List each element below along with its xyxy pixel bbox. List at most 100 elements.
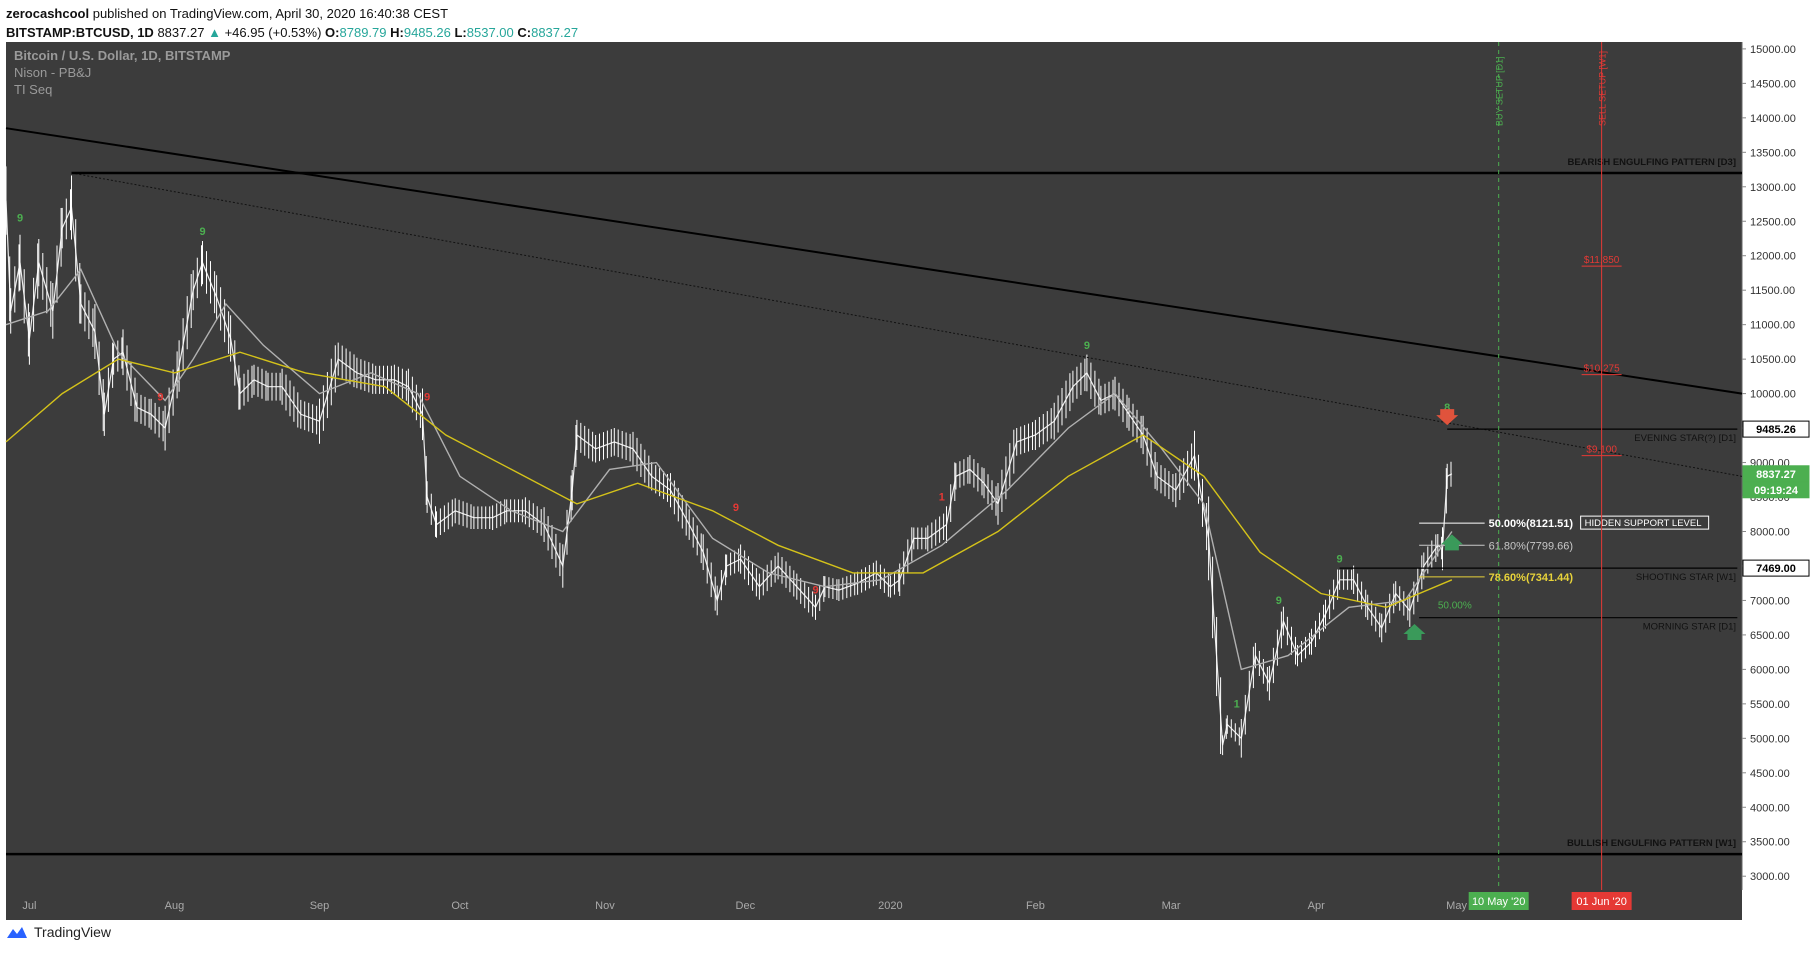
legend-indicator-1[interactable]: Nison - PB&J: [14, 65, 91, 80]
close-label: C:: [517, 25, 532, 40]
dotted-trendline: [71, 172, 1743, 477]
pattern-levels: BEARISH ENGULFING PATTERN [D3] BULLISH EN…: [6, 157, 1742, 856]
price-tick-label: 12000.00: [1750, 251, 1796, 263]
price-tick-label: 7000.00: [1750, 595, 1790, 607]
footer: TradingView: [6, 924, 111, 940]
slow-moving-average-line: [5, 351, 1453, 609]
setup-date-tag-label: 01 Jun '20: [1576, 896, 1626, 908]
time-tick-label: Oct: [451, 900, 468, 912]
fib-small-label: 50.00%: [1438, 601, 1472, 612]
price-chart[interactable]: 3000.00 3500.00 4000.00 4500.00 5000.00 5500.…: [0, 42, 1812, 920]
symbol-label[interactable]: BITSTAMP:BTCUSD, 1D: [6, 25, 154, 40]
open-value: 8789.79: [339, 25, 387, 40]
price-tick-label: 13500.00: [1750, 147, 1796, 159]
price-tick-label: 6500.00: [1750, 630, 1790, 642]
author-name[interactable]: zerocashcool: [6, 6, 90, 21]
fib-level-label: 78.60%(7341.44): [1489, 572, 1574, 584]
sequential-count-label: 9: [733, 502, 739, 514]
legend-indicator-2[interactable]: TI Seq: [14, 82, 52, 97]
sequential-count-label: 9: [1337, 554, 1343, 566]
tradingview-logo-icon[interactable]: [6, 925, 28, 939]
price-tick-label: 5000.00: [1750, 733, 1790, 745]
ohlc-line: BITSTAMP:BTCUSD, 1D 8837.27 ▲ +46.95 (+0…: [6, 23, 1806, 42]
time-tick-label: Dec: [736, 900, 756, 912]
chart-header: zerocashcool published on TradingView.co…: [6, 4, 1806, 42]
pattern-level-label: BULLISH ENGULFING PATTERN [W1]: [1567, 838, 1736, 849]
fib-level-label: 50.00%(8121.51): [1489, 518, 1574, 530]
pattern-level-label: SHOOTING STAR [W1]: [1636, 572, 1736, 583]
time-tick-label: Nov: [595, 900, 615, 912]
fib-level-label: 61.80%(7799.66): [1489, 540, 1573, 552]
time-axis-background[interactable]: [6, 890, 1742, 920]
price-tick-label: 10000.00: [1750, 389, 1796, 401]
fast-moving-average-line: [5, 268, 1453, 671]
setup-date-tag: [1571, 892, 1632, 910]
price-tick-label: 4500.00: [1750, 768, 1790, 780]
sequential-count-label: 8: [1444, 402, 1450, 414]
price-tick-label: 13000.00: [1750, 182, 1796, 194]
close-value: 8837.27: [531, 25, 579, 40]
legend-title[interactable]: Bitcoin / U.S. Dollar, 1D, BITSTAMP: [14, 48, 231, 63]
time-tick-label: May: [1446, 900, 1467, 912]
price-tick-label: 8000.00: [1750, 526, 1790, 538]
price-series: [5, 166, 1453, 758]
price-tick-label: 14500.00: [1750, 78, 1796, 90]
price-tick-label: 12500.00: [1750, 216, 1796, 228]
time-tick-label: Jul: [22, 900, 36, 912]
time-tick-label: Sep: [310, 900, 330, 912]
buy-arrow-icon: [1403, 624, 1426, 641]
setup-date-tag: [1468, 892, 1529, 910]
publish-line: zerocashcool published on TradingView.co…: [6, 4, 1806, 23]
buy-arrow-icon: [1440, 534, 1463, 551]
price-tags: 9485.26 8837.27 09:19:24 7469.00: [1742, 420, 1810, 577]
sell-target-label: $9,100: [1586, 445, 1617, 456]
price-tick-label: 5500.00: [1750, 699, 1790, 711]
open-label: O:: [325, 25, 340, 40]
low-value: 8537.00: [466, 25, 514, 40]
price-tag-label: 09:19:24: [1754, 485, 1799, 497]
hidden-support-box: [1580, 515, 1710, 530]
setup-lines: BUY SETUP [D1] 10 May '20 SELL SETUP [W1] 0…: [1468, 42, 1632, 910]
time-tick-label: 2020: [878, 900, 902, 912]
footer-brand[interactable]: TradingView: [34, 924, 112, 940]
pattern-level-label: MORNING STAR [D1]: [1643, 622, 1736, 633]
sequential-count-label: 9: [17, 212, 23, 224]
time-tick-label: Feb: [1026, 900, 1045, 912]
sequential-count-label: 9: [424, 392, 430, 404]
fibonacci-levels: 50.00%(8121.51) 61.80%(7799.66) 78.60%(734…: [1419, 515, 1710, 612]
time-axis: Jul Aug Sep Oct Nov Dec 2020 Feb Mar Apr May: [22, 900, 1467, 912]
low-label: L:: [454, 25, 467, 40]
sequential-count-label: 9: [157, 392, 163, 404]
price-tag-box: [1742, 559, 1810, 577]
sequential-count-label: 9: [1276, 595, 1282, 607]
time-tick-label: Mar: [1162, 900, 1181, 912]
setup-line-label: BUY SETUP [D1]: [1495, 56, 1505, 126]
sequential-count-label: 9: [1084, 340, 1090, 352]
price-tag-box: [1742, 420, 1810, 438]
change-up-icon: ▲: [208, 25, 221, 40]
high-value: 9485.26: [403, 25, 451, 40]
pattern-level-label: EVENING STAR(?) [D1]: [1634, 433, 1736, 444]
sequential-count-label: 9: [812, 585, 818, 597]
price-tick-label: 11000.00: [1750, 320, 1795, 332]
high-label: H:: [390, 25, 404, 40]
setup-date-tag-label: 10 May '20: [1472, 896, 1525, 908]
legend: Bitcoin / U.S. Dollar, 1D, BITSTAMP Niso…: [14, 48, 231, 97]
price-tick-label: 11500.00: [1750, 285, 1795, 297]
sell-target-label: $11,850: [1584, 255, 1620, 266]
setup-line-label: SELL SETUP [W1]: [1598, 51, 1608, 126]
hidden-support-label: HIDDEN SUPPORT LEVEL: [1585, 518, 1702, 529]
sequential-count-label: 1: [939, 491, 945, 503]
change-value: +46.95 (+0.53%): [224, 25, 322, 40]
price-tag-label: 8837.27: [1756, 469, 1796, 481]
price-tick-label: 15000.00: [1750, 44, 1796, 56]
price-tick-label: 4000.00: [1750, 802, 1790, 814]
price-tick-label: 14000.00: [1750, 113, 1796, 125]
last-price: 8837.27: [157, 25, 205, 40]
moving-averages: [5, 268, 1453, 671]
price-tag-box: [1742, 481, 1810, 499]
price-tick-label: 6000.00: [1750, 664, 1790, 676]
sequential-count-label: 1: [1234, 698, 1240, 710]
sequential-count-label: 9: [199, 226, 205, 238]
sell-target-label: $10,275: [1584, 364, 1621, 375]
